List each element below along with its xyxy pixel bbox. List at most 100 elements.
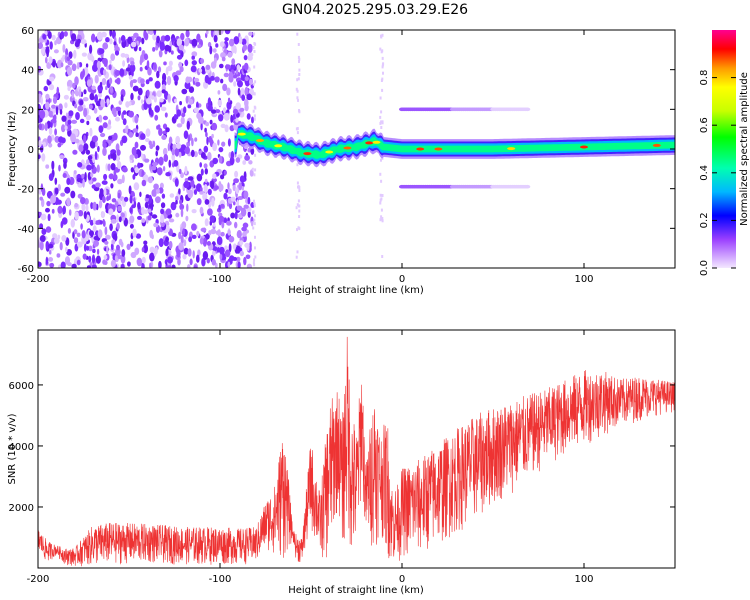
noise-blob (141, 37, 145, 45)
noise-blob (227, 229, 231, 236)
colorbar-tick-label: 0.2 (699, 212, 710, 228)
noise-blob (246, 113, 251, 120)
noise-blob (227, 51, 233, 58)
noise-blob (141, 206, 145, 216)
main-band-peak (237, 132, 246, 136)
noise-blob (68, 209, 72, 216)
noise-blob (41, 198, 45, 208)
noise-blob (130, 167, 135, 173)
noise-blob (48, 56, 53, 64)
noise-blob (132, 228, 137, 238)
noise-blob (139, 191, 142, 197)
faint-streak-cell (381, 120, 384, 124)
noise-blob (52, 233, 58, 239)
colorbar-gradient (712, 30, 736, 268)
noise-blob (144, 158, 150, 163)
noise-blob (39, 211, 42, 217)
noise-blob (160, 106, 167, 112)
noise-blob (191, 209, 197, 214)
faint-streak-cell (253, 263, 256, 267)
noise-blob (203, 163, 208, 169)
colorbar-ticks: 0.0 0.2 0.4 0.6 0.8 (699, 70, 736, 276)
main-band-peak (343, 146, 352, 150)
noise-blob (86, 79, 92, 87)
faint-streak-cell (379, 96, 382, 100)
noise-blob (117, 178, 123, 185)
noise-blob (128, 185, 132, 195)
main-band-peak (507, 147, 516, 151)
noise-blob (176, 109, 182, 117)
faint-streak-cell (298, 215, 301, 218)
noise-blob (152, 47, 156, 52)
faint-streak-cell (379, 47, 382, 51)
noise-blob (188, 236, 193, 243)
noise-blob (122, 166, 128, 173)
noise-blob (102, 58, 108, 65)
noise-blob (96, 248, 100, 255)
lower-band-cell (524, 184, 531, 189)
noise-blob (219, 41, 225, 48)
noise-blob (103, 254, 108, 260)
noise-blob (180, 32, 185, 41)
faint-streak-cell (252, 261, 255, 265)
noise-blob (168, 159, 172, 168)
noise-blob (103, 188, 107, 197)
main-band-peak (256, 139, 264, 142)
noise-blob (99, 81, 103, 88)
noise-blob (91, 55, 95, 63)
noise-blob (245, 254, 251, 260)
noise-blob (235, 118, 239, 123)
noise-blob (247, 196, 251, 205)
noise-blob (246, 263, 252, 268)
faint-streak-cell (380, 215, 383, 219)
noise-blob (55, 106, 59, 116)
noise-blob (130, 92, 134, 101)
noise-blob (224, 37, 229, 42)
noise-blob (83, 243, 87, 252)
faint-streak-cell (380, 35, 383, 39)
noise-blob (47, 31, 52, 39)
noise-blob (147, 208, 152, 213)
noise-blob (237, 261, 241, 268)
noise-blob (140, 99, 144, 104)
noise-blob (149, 163, 152, 171)
noise-blob (153, 96, 157, 103)
noise-blob (184, 38, 190, 47)
noise-blob (217, 139, 220, 146)
noise-blob (149, 252, 155, 262)
faint-streak-cell (381, 156, 384, 160)
noise-blob (116, 244, 120, 251)
main-band-peak (580, 145, 588, 149)
noise-blob (74, 211, 79, 220)
faint-streak-cell (253, 173, 256, 177)
noise-blob (242, 222, 249, 229)
noise-blob (120, 94, 124, 102)
noise-blob (187, 189, 194, 199)
noise-blob (81, 230, 86, 239)
noise-blob (137, 162, 141, 169)
noise-blob (121, 249, 126, 257)
noise-blob (40, 213, 47, 221)
y-tick-label: -20 (18, 185, 34, 196)
noise-blob (178, 231, 182, 240)
noise-blob (89, 127, 93, 137)
faint-streak-cell (251, 167, 254, 171)
noise-blob (184, 178, 189, 182)
noise-blob (179, 66, 184, 73)
noise-blob (92, 154, 96, 164)
noise-blob (122, 118, 127, 126)
noise-blob (144, 201, 149, 209)
noise-blob (85, 63, 89, 68)
noise-blob (143, 240, 148, 246)
colorbar-label: Normalized spectral amplitude (739, 72, 750, 226)
noise-blob (215, 43, 219, 48)
spectrogram-heatmap (38, 30, 675, 268)
noise-blob (111, 198, 117, 203)
x-tick-label: -100 (209, 274, 232, 285)
noise-blob (155, 45, 159, 51)
faint-streak-cell (296, 228, 298, 232)
faint-streak-cell (379, 193, 382, 197)
faint-streak-cell (381, 88, 384, 92)
noise-blob (100, 132, 106, 138)
noise-blob (96, 164, 100, 173)
